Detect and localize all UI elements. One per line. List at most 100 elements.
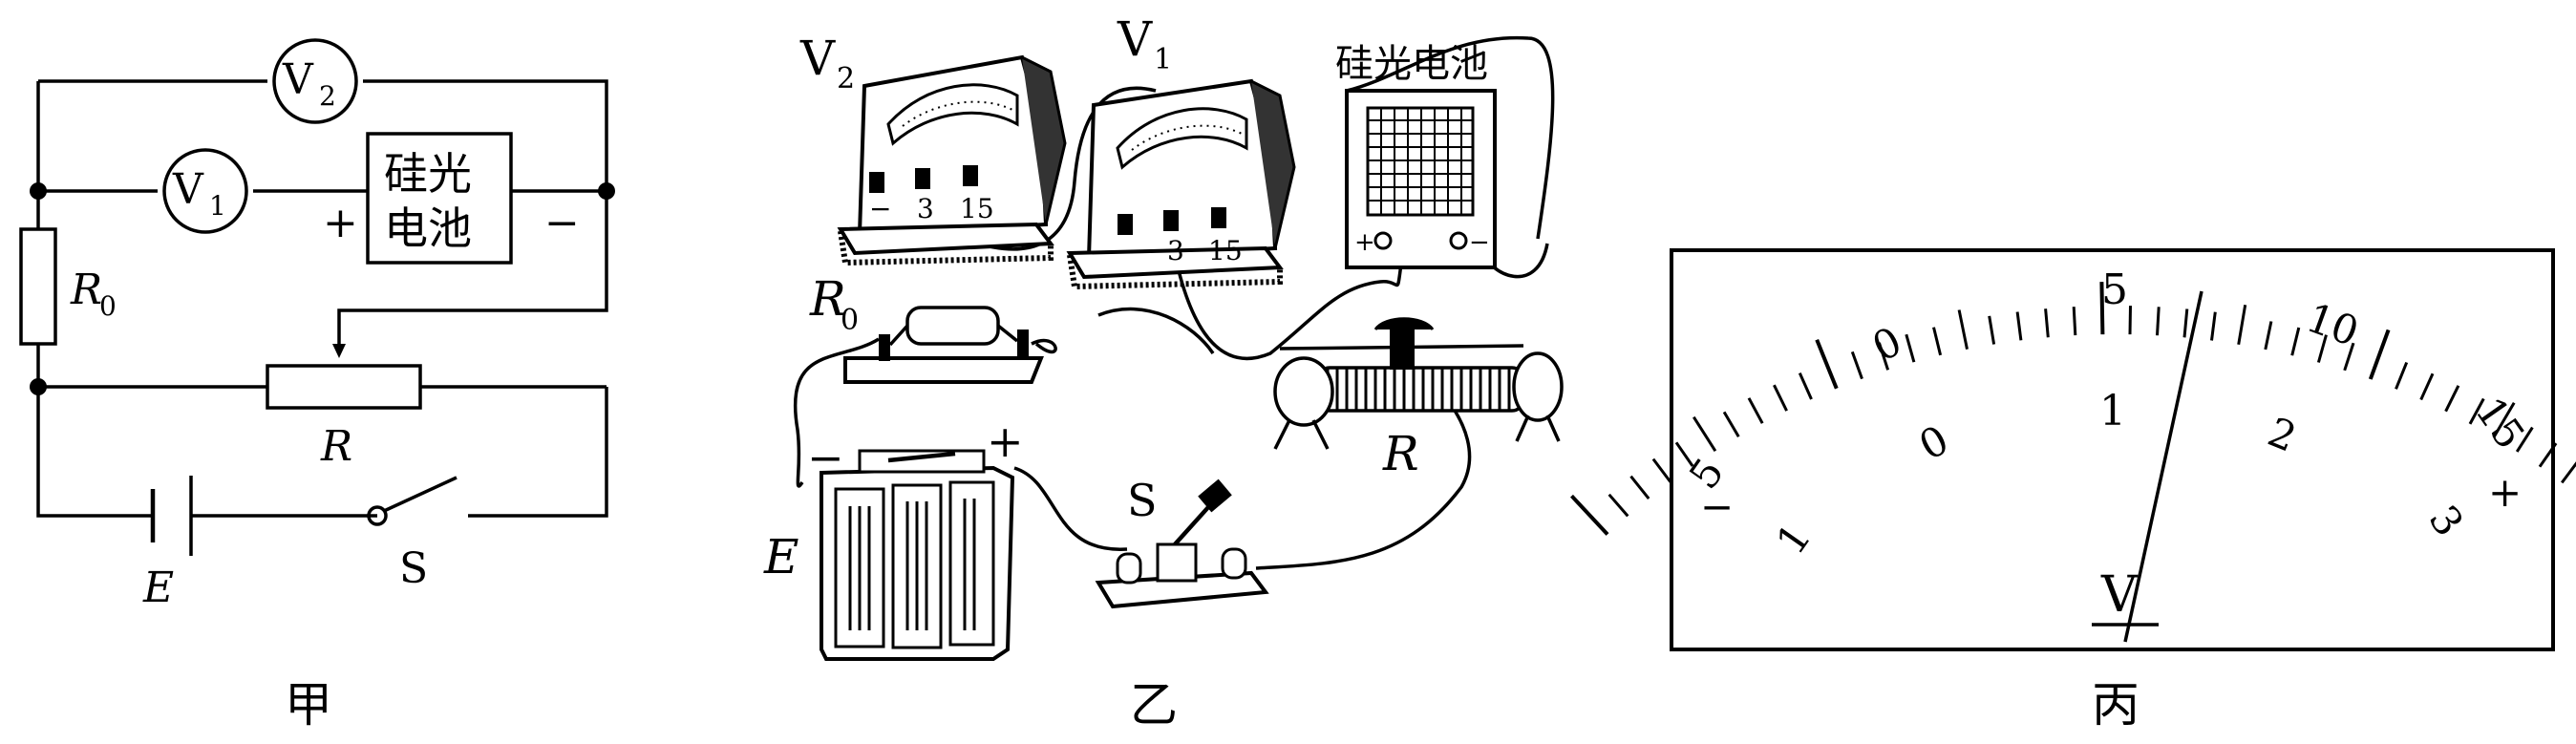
cell-line1: 硅光 <box>384 148 472 200</box>
voltmeter-dial: 5 0 5 10 15 1 0 1 2 3 − + V 丙 <box>1570 248 2576 733</box>
dial-tick <box>2538 442 2558 468</box>
r-drawing-label: R <box>1382 426 1419 481</box>
dial-tick <box>2099 282 2105 335</box>
e-label: E <box>142 563 174 612</box>
v2-terminal-3: 3 <box>917 193 934 224</box>
circuit-diagram: V 2 V 1 硅光 电池 + − R 0 R E S 甲 <box>19 38 615 733</box>
switch-drawing <box>1095 478 1269 609</box>
silicon-cell-box <box>366 132 513 265</box>
r0-sub: 0 <box>99 290 117 322</box>
dial-tick <box>2316 334 2328 363</box>
v1-sub: 1 <box>209 190 226 222</box>
dial-tick <box>1850 351 1863 380</box>
dial-tick <box>2290 327 2301 356</box>
dial-tick <box>2264 321 2273 351</box>
dial-plus-sign: + <box>2488 469 2522 516</box>
rheostat-drawing <box>1273 317 1564 450</box>
e-drawing-label: E <box>763 529 799 585</box>
dial-tick <box>2492 401 2516 438</box>
v2-meter-drawing: − 3 15 <box>837 54 1067 266</box>
battery-plus: + <box>987 415 1024 467</box>
v1-terminal-3: 3 <box>1167 235 1184 266</box>
dial-tick <box>1629 475 1650 500</box>
dial-tick <box>2210 311 2217 341</box>
dial-tick <box>1877 342 1890 371</box>
dial-tick <box>1607 493 1629 518</box>
dial-tick <box>1722 411 1740 437</box>
v1-drawing-sub: 1 <box>1154 43 1172 76</box>
cell-terminal-minus: − <box>1469 228 1490 257</box>
dial-unit-v: V <box>2100 566 2139 624</box>
silicon-cell-panel: + − <box>1345 89 1497 269</box>
dial-tick <box>1692 415 1717 453</box>
cell-plus: + <box>323 199 358 247</box>
dial-tick <box>2237 305 2247 345</box>
dial-tick <box>1932 327 1943 356</box>
dial-tick <box>2515 426 2534 453</box>
r0-resistor-symbol <box>19 227 57 346</box>
dial-tick <box>2368 329 2391 380</box>
v2-drawing-label: V <box>799 31 836 86</box>
dial-tick <box>1957 309 1969 350</box>
dial-tick <box>2343 342 2355 372</box>
v1-meter-drawing: − 3 15 <box>1066 78 1296 290</box>
cell-line2: 电池 <box>384 202 472 254</box>
caption-jia: 甲 <box>285 677 332 733</box>
switch-blade <box>383 476 458 513</box>
s-drawing-label: S <box>1127 475 1158 526</box>
dial-tick <box>1747 397 1764 424</box>
dial-tick <box>2182 308 2189 338</box>
caption-yi: 乙 <box>1130 677 1178 733</box>
cell-minus: − <box>544 199 580 247</box>
apparatus-drawing: − 3 15 V 2 − 3 15 V 1 <box>763 11 1564 733</box>
dial-tick <box>1674 441 1694 467</box>
dial-tick <box>1570 494 1609 536</box>
v2-terminal-15: 15 <box>960 193 994 224</box>
dial-tick <box>2468 397 2485 425</box>
r0-resistor-drawing <box>843 306 1044 384</box>
dial-tick <box>2156 307 2161 336</box>
dial-tick <box>2560 461 2576 484</box>
battery-drawing <box>820 449 1015 661</box>
caption-bing: 丙 <box>2092 677 2140 733</box>
v2-meter-symbol <box>272 38 358 124</box>
r0-drawing-label: R <box>809 271 846 327</box>
dial-tick <box>1815 339 1839 390</box>
v1-drawing-label: V <box>1117 11 1153 67</box>
v2-label: V <box>282 55 314 104</box>
v1-terminal-minus: − <box>1116 235 1138 266</box>
dial-frame <box>1670 248 2555 651</box>
dial-tick <box>1988 315 1996 345</box>
battery-minus: − <box>807 432 844 483</box>
dial-tick <box>1798 372 1813 400</box>
dial-minus-sign: − <box>1700 483 1734 530</box>
r-label: R <box>320 422 352 471</box>
v2-drawing-sub: 2 <box>837 62 855 96</box>
v2-sub: 2 <box>319 80 336 112</box>
dial-tick <box>2044 308 2050 338</box>
v2-terminal-minus: − <box>869 193 891 224</box>
rheostat-symbol <box>266 364 422 410</box>
v1-terminal-15: 15 <box>1208 235 1243 266</box>
s-label: S <box>399 544 428 593</box>
dial-tick <box>2072 307 2077 336</box>
switch-pivot <box>367 505 388 526</box>
cell-panel-title: 硅光电池 <box>1335 42 1488 86</box>
dial-tick <box>2444 385 2460 413</box>
v1-meter-symbol <box>162 148 248 234</box>
r0-drawing-sub: 0 <box>841 304 859 337</box>
v1-label: V <box>172 165 204 214</box>
dial-ticks <box>1570 282 2576 536</box>
dial-pointer <box>2123 290 2203 643</box>
dial-tick <box>1905 333 1916 363</box>
dial-tick <box>2419 372 2435 401</box>
dial-tick <box>1773 384 1788 412</box>
r0-label: R <box>70 266 102 314</box>
dial-tick <box>2015 311 2023 341</box>
lower-label-1: 1 <box>2099 387 2126 436</box>
dial-tick <box>2395 361 2409 390</box>
upper-label-5: 5 <box>2101 266 2128 314</box>
dial-tick <box>1651 457 1672 483</box>
cell-terminal-plus: + <box>1354 228 1375 257</box>
dial-tick <box>2128 306 2132 335</box>
